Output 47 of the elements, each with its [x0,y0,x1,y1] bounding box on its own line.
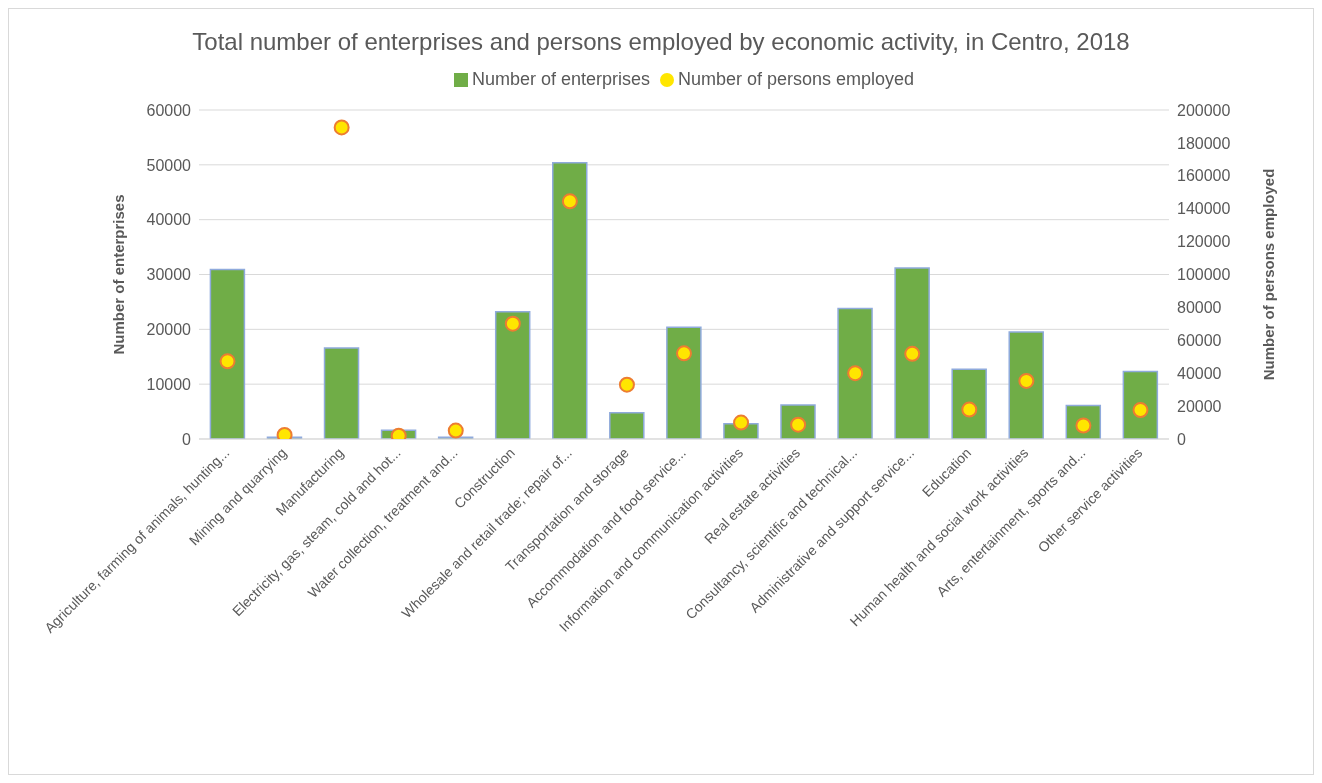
point [504,315,521,332]
point [447,422,464,439]
y2-tick-label: 0 [1177,430,1186,448]
point [1132,402,1149,419]
y-tick-label: 20000 [146,321,192,339]
bar [1122,370,1159,439]
y-tick-label: 30000 [146,266,192,284]
point [1018,372,1035,389]
bar [1008,331,1044,439]
bar [837,307,873,439]
bar [494,311,531,439]
point [561,193,578,210]
point [733,414,750,431]
y-axis-title: Number of enterprises [110,194,128,355]
bar [552,161,588,439]
point [904,345,921,362]
bar [666,326,702,439]
y2-tick-label: 40000 [1177,364,1222,382]
y-tick-label: 40000 [146,211,192,229]
point [618,376,635,393]
point [219,353,236,370]
legend-label: Number of enterprises [471,69,650,89]
bar [609,411,645,439]
legend-label: Number of persons employed [677,69,915,89]
bar [323,347,360,439]
chart-title: Total number of enterprises and persons employed by economic activity, in Centro, 2018 [191,27,1131,57]
point [333,119,350,136]
y2-tick-label: 140000 [1177,200,1231,218]
y2-tick-label: 120000 [1177,233,1231,251]
y-tick-label: 0 [182,430,192,448]
point [961,401,978,418]
y2-tick-label: 20000 [1177,397,1222,415]
y2-tick-label: 200000 [1177,101,1231,119]
y2-tick-label: 160000 [1177,167,1231,185]
y-tick-label: 60000 [146,101,192,119]
bar [951,368,987,439]
point [676,345,692,362]
y2-tick-label: 180000 [1177,134,1231,152]
y2-tick-label: 80000 [1177,299,1222,317]
y2-tick-label: 60000 [1177,331,1222,349]
bar [209,268,246,439]
y2-axis-title: Number of persons employed [1260,168,1278,381]
y2-tick-label: 100000 [1177,266,1231,284]
bar [894,267,930,439]
y-tick-label: 50000 [146,156,192,174]
y-tick-label: 10000 [146,375,192,393]
point [847,365,864,382]
